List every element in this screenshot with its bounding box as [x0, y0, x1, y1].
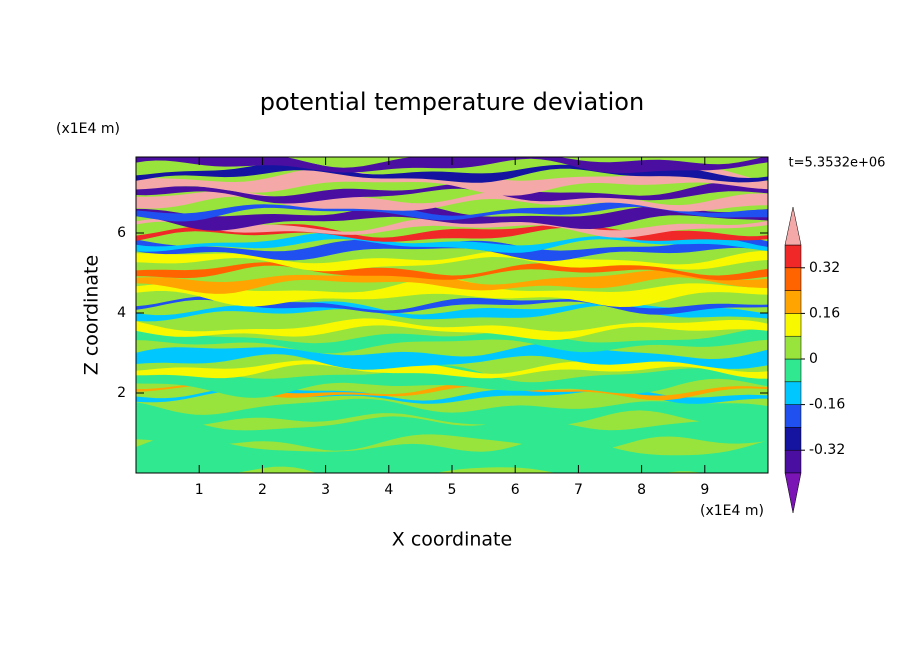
colorbar-tick-label: 0 — [809, 351, 818, 367]
colorbar-band — [784, 335, 802, 360]
y-tick-label: 2 — [117, 385, 126, 401]
field-band — [136, 181, 768, 204]
x-tick-label: 9 — [700, 482, 709, 498]
x-tick-label: 6 — [511, 482, 520, 498]
x-tick-label: 1 — [195, 482, 204, 498]
field-band — [136, 343, 768, 370]
field-band — [136, 381, 768, 401]
colorbar-band — [784, 381, 802, 405]
y-tick-label: 4 — [117, 305, 126, 321]
colorbar-under — [784, 472, 802, 514]
time-annotation: t=5.3532e+06 — [789, 156, 886, 171]
colorbar-over — [784, 206, 802, 246]
contour-field — [136, 157, 768, 473]
colorbar-band — [784, 427, 802, 451]
colorbar-band — [784, 358, 802, 383]
x-axis-label: X coordinate — [392, 529, 512, 551]
x-unit: (x1E4 m) — [700, 503, 764, 519]
field-band — [136, 232, 768, 253]
x-tick-label: 2 — [258, 482, 267, 498]
colorbar-tick-label: 0.16 — [809, 305, 840, 321]
field-band — [136, 250, 768, 272]
colorbar-tick-label: -0.16 — [809, 397, 845, 413]
x-tick-label: 4 — [384, 482, 393, 498]
y-axis-label: Z coordinate — [81, 255, 103, 375]
colorbar-band — [784, 449, 802, 474]
field-band — [136, 157, 768, 174]
colorbar-band — [784, 290, 802, 314]
field-band — [136, 328, 768, 354]
colorbar-band — [784, 244, 802, 269]
field-band — [136, 201, 768, 222]
field-band — [136, 398, 768, 427]
field-band — [136, 277, 768, 307]
field-band — [136, 365, 768, 398]
x-tick-label: 3 — [321, 482, 330, 498]
colorbar-band — [784, 267, 802, 291]
y-unit: (x1E4 m) — [56, 121, 120, 137]
colorbar-band — [784, 313, 802, 337]
x-tick-label: 8 — [637, 482, 646, 498]
x-tick-label: 5 — [448, 482, 457, 498]
field-band — [136, 161, 768, 183]
chart-title: potential temperature deviation — [260, 88, 644, 116]
field-band — [136, 386, 768, 404]
field-band — [136, 236, 768, 262]
field-band — [136, 318, 768, 341]
colorbar-tick-label: 0.32 — [809, 260, 840, 276]
field-band — [136, 217, 768, 238]
field-band — [136, 360, 768, 379]
y-tick-label: 6 — [117, 225, 126, 241]
field-band — [136, 435, 768, 473]
field-band — [136, 412, 768, 453]
x-tick-label: 7 — [574, 482, 583, 498]
colorbar-band — [784, 404, 802, 428]
colorbar-tick-label: -0.32 — [809, 442, 845, 458]
field-band — [136, 270, 768, 294]
